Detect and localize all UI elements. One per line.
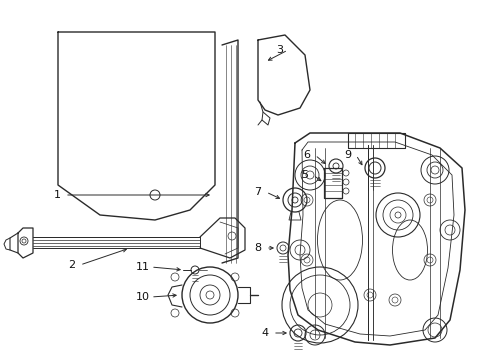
Text: 9: 9: [344, 150, 351, 160]
Text: 5: 5: [301, 170, 309, 180]
Text: 3: 3: [276, 45, 284, 55]
Text: 1: 1: [53, 190, 60, 200]
Text: 2: 2: [69, 260, 75, 270]
Text: 4: 4: [262, 328, 269, 338]
Text: 10: 10: [136, 292, 150, 302]
Text: 11: 11: [136, 262, 150, 272]
Text: 6: 6: [303, 150, 311, 160]
Text: 8: 8: [254, 243, 262, 253]
Text: 7: 7: [254, 187, 262, 197]
